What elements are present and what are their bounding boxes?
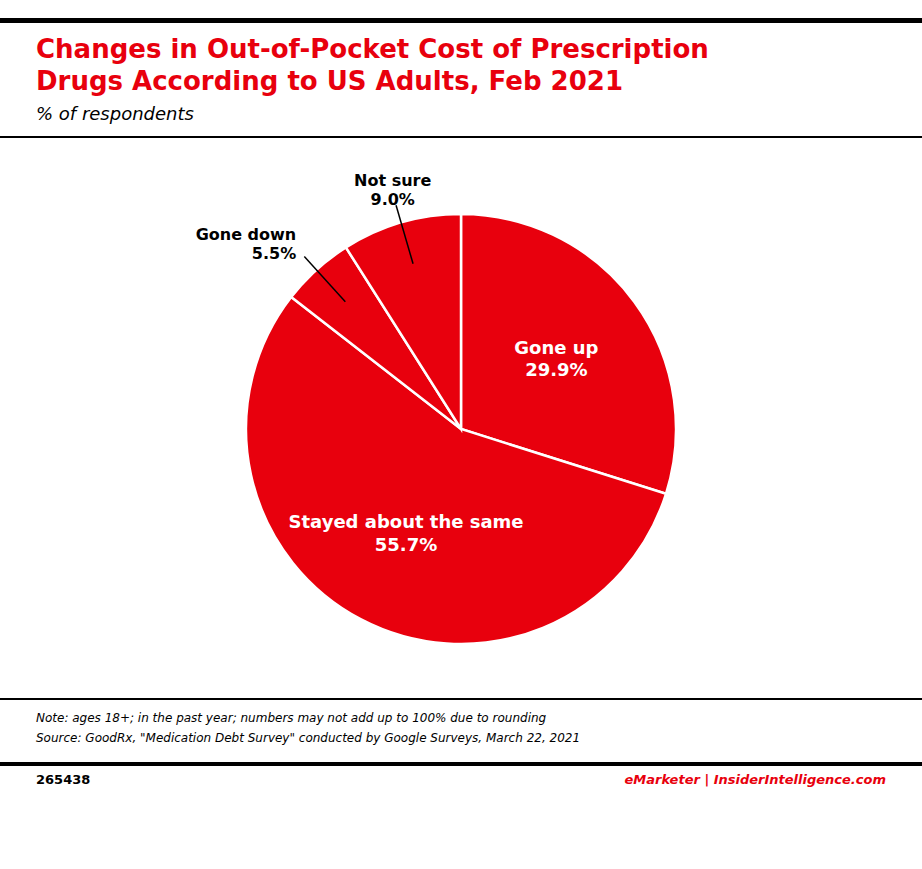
svg-text:Not sure9.0%: Not sure9.0% — [354, 171, 431, 209]
html-text:Note: ages 18+; in the past ye: Note: ages 18+; in the past year; number… — [36, 711, 547, 725]
html-text:Source: GoodRx, "Medication De: Source: GoodRx, "Medication Debt Survey"… — [36, 731, 581, 745]
html-text:Drugs According to US Adults,: Drugs According to US Adults, Feb 2021 — [36, 66, 623, 96]
svg-text:Gone down5.5%: Gone down5.5% — [196, 225, 297, 263]
svg-text:Gone up29.9%: Gone up29.9% — [514, 337, 598, 381]
html-text:265438: 265438 — [36, 772, 91, 787]
svg-text:Stayed about the same55.7%: Stayed about the same55.7% — [289, 511, 524, 555]
html-text:% of respondents: % of respondents — [36, 103, 194, 124]
html-text:Changes in Out-of-Pocket Cost: Changes in Out-of-Pocket Cost of Prescri… — [36, 34, 709, 64]
html-text:eMarketer | InsiderIntelligenc: eMarketer | InsiderIntelligence.com — [624, 772, 886, 787]
